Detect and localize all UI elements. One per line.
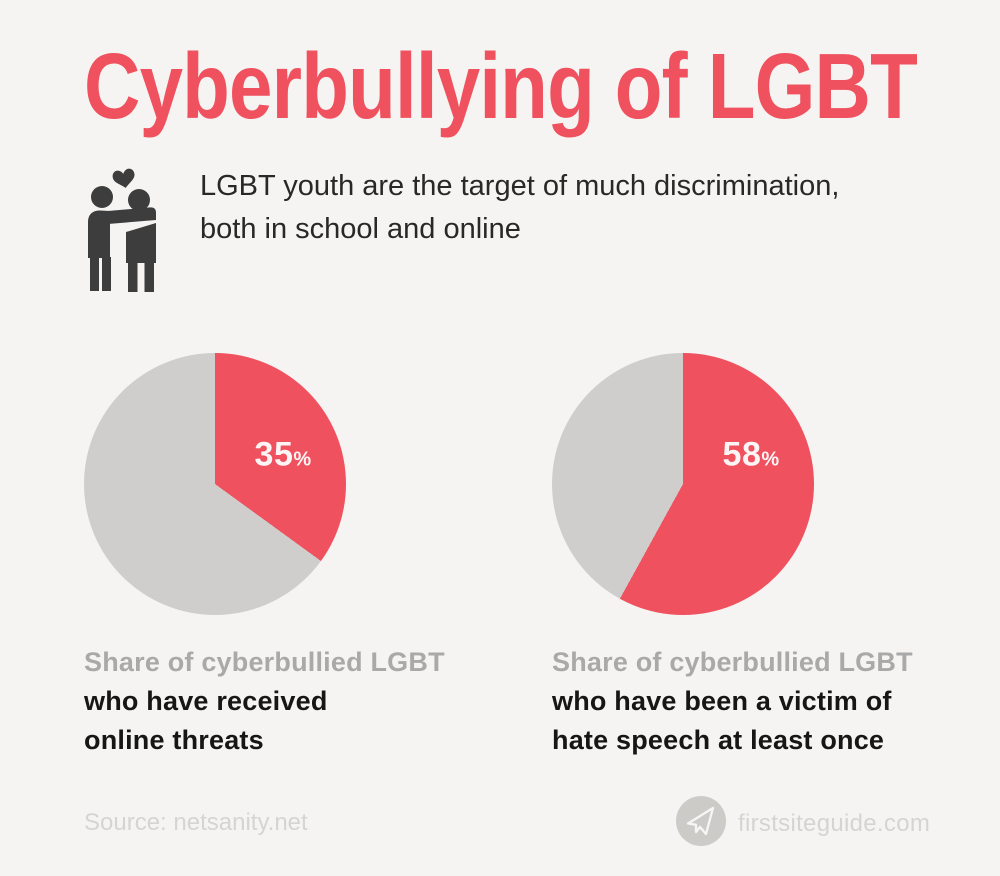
chart-hate-speech: 58% Share of cyberbullied LGBT who have …	[552, 353, 992, 760]
chart-caption: Share of cyberbullied LGBT who have rece…	[84, 643, 524, 760]
subtitle-line-2: both in school and online	[200, 213, 521, 245]
caption-bold-line-1: who have been a victim of	[552, 686, 892, 716]
pie-hate-speech: 58%	[552, 353, 814, 615]
caption-muted-line: Share of cyberbullied LGBT	[552, 647, 913, 677]
subtitle-line-1: LGBT youth are the target of much discri…	[200, 170, 840, 202]
brand-name: firstsiteguide.com	[738, 809, 931, 837]
slice-percent-value: 35	[254, 435, 294, 474]
caption-muted-line: Share of cyberbullied LGBT	[84, 647, 445, 677]
page-title: Cyberbullying of LGBT	[84, 34, 918, 138]
slice-label: 35%	[255, 436, 312, 475]
brand-credit: firstsiteguide.com	[676, 796, 930, 851]
caption-bold-line-2: hate speech at least once	[552, 725, 885, 755]
couple-with-heart-icon	[86, 166, 158, 297]
caption-bold-line-1: who have received	[84, 686, 328, 716]
slice-percent-value: 58	[722, 435, 762, 474]
slice-label: 58%	[723, 436, 780, 475]
heart-icon	[112, 168, 135, 188]
pie-online-threats: 35%	[84, 353, 346, 615]
chart-online-threats: 35% Share of cyberbullied LGBT who have …	[84, 353, 524, 760]
caption-bold-line-2: online threats	[84, 725, 264, 755]
slice-percent-sign: %	[761, 448, 780, 471]
slice-percent-sign: %	[293, 448, 312, 471]
source-credit: Source: netsanity.net	[84, 809, 308, 836]
chart-caption: Share of cyberbullied LGBT who have been…	[552, 643, 992, 760]
subtitle: LGBT youth are the target of much discri…	[200, 165, 839, 251]
paper-plane-icon	[676, 796, 726, 851]
